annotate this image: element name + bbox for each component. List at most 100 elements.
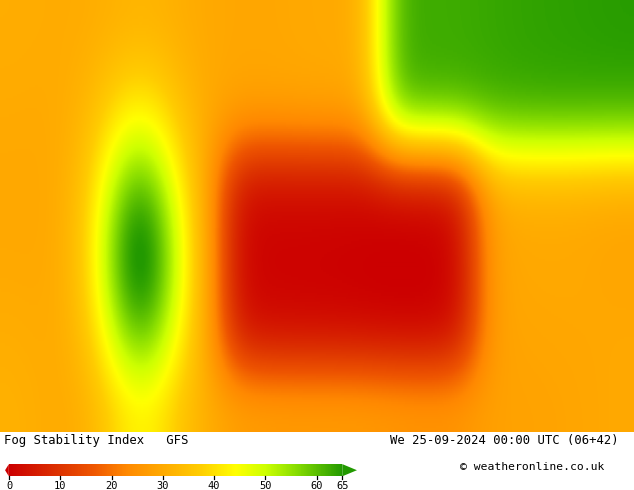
Bar (299, 464, 300, 476)
Bar (47, 464, 48, 476)
Bar (10, 464, 11, 476)
Bar (152, 464, 153, 476)
Bar (311, 464, 313, 476)
Bar (30, 464, 31, 476)
Bar (93, 464, 94, 476)
Bar (230, 464, 231, 476)
Text: 40: 40 (208, 481, 221, 490)
Bar (110, 464, 111, 476)
Bar (76, 464, 77, 476)
Bar (94, 464, 95, 476)
Bar (77, 464, 78, 476)
Bar (209, 464, 210, 476)
Bar (335, 464, 337, 476)
Bar (36, 464, 37, 476)
Bar (83, 464, 84, 476)
Bar (283, 464, 284, 476)
Bar (90, 464, 91, 476)
Bar (193, 464, 194, 476)
Bar (129, 464, 130, 476)
Bar (289, 464, 290, 476)
Bar (332, 464, 333, 476)
Bar (130, 464, 131, 476)
Bar (260, 464, 261, 476)
Bar (279, 464, 280, 476)
Bar (250, 464, 252, 476)
Bar (245, 464, 247, 476)
Bar (218, 464, 219, 476)
Bar (21, 464, 22, 476)
Bar (300, 464, 301, 476)
Bar (146, 464, 147, 476)
Bar (135, 464, 136, 476)
Text: We 25-09-2024 00:00 UTC (06+42): We 25-09-2024 00:00 UTC (06+42) (390, 434, 619, 447)
Text: 20: 20 (105, 481, 118, 490)
Bar (27, 464, 29, 476)
Polygon shape (342, 464, 357, 476)
Bar (25, 464, 26, 476)
Bar (229, 464, 230, 476)
Bar (156, 464, 157, 476)
Bar (22, 464, 23, 476)
Bar (78, 464, 79, 476)
Bar (328, 464, 329, 476)
Bar (35, 464, 36, 476)
Bar (61, 464, 63, 476)
Bar (263, 464, 264, 476)
Bar (115, 464, 116, 476)
Bar (144, 464, 145, 476)
Bar (141, 464, 143, 476)
Bar (60, 464, 61, 476)
Bar (273, 464, 274, 476)
Bar (111, 464, 112, 476)
Bar (254, 464, 255, 476)
Bar (219, 464, 220, 476)
Bar (318, 464, 319, 476)
Bar (326, 464, 327, 476)
Bar (140, 464, 141, 476)
Bar (226, 464, 228, 476)
Bar (48, 464, 49, 476)
Bar (51, 464, 53, 476)
Bar (186, 464, 188, 476)
Bar (236, 464, 237, 476)
Bar (162, 464, 163, 476)
Text: 30: 30 (157, 481, 169, 490)
Bar (44, 464, 45, 476)
Bar (70, 464, 71, 476)
Text: Fog Stability Index   GFS: Fog Stability Index GFS (4, 434, 189, 447)
Bar (49, 464, 50, 476)
Bar (120, 464, 122, 476)
Bar (303, 464, 304, 476)
Bar (305, 464, 306, 476)
Bar (117, 464, 119, 476)
Bar (95, 464, 96, 476)
Bar (82, 464, 83, 476)
Bar (132, 464, 133, 476)
Bar (242, 464, 243, 476)
Bar (192, 464, 193, 476)
Bar (340, 464, 342, 476)
Bar (139, 464, 140, 476)
Bar (262, 464, 263, 476)
Bar (157, 464, 158, 476)
Bar (163, 464, 164, 476)
Bar (175, 464, 176, 476)
Bar (179, 464, 180, 476)
Bar (24, 464, 25, 476)
Bar (278, 464, 279, 476)
Bar (281, 464, 282, 476)
Bar (99, 464, 100, 476)
Bar (280, 464, 281, 476)
Bar (266, 464, 268, 476)
Bar (38, 464, 39, 476)
Bar (292, 464, 293, 476)
Bar (185, 464, 186, 476)
Bar (221, 464, 223, 476)
Bar (261, 464, 262, 476)
Bar (324, 464, 325, 476)
Bar (323, 464, 324, 476)
Bar (75, 464, 76, 476)
Bar (307, 464, 308, 476)
Bar (147, 464, 148, 476)
